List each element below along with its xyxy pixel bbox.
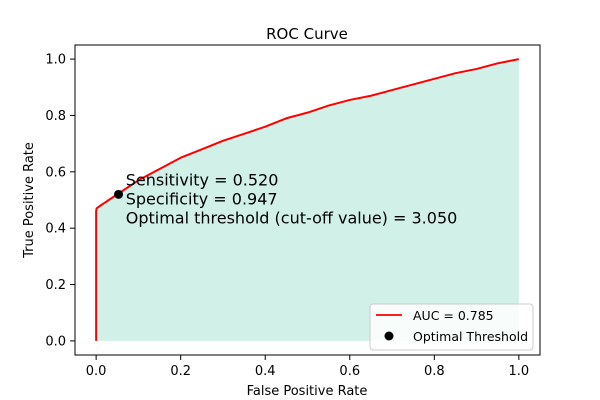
x-tick-label: 0.6 <box>339 364 360 379</box>
optimal-threshold-point <box>114 189 124 199</box>
y-axis-ticks: 0.0 0.2 0.4 0.6 0.8 1.0 <box>45 53 75 349</box>
y-axis-label: True Positive Rate <box>22 142 37 259</box>
threshold-annotation: Optimal threshold (cut-off value) = 3.05… <box>126 208 458 227</box>
x-tick-label: 0.4 <box>255 364 276 379</box>
specificity-annotation: Specificity = 0.947 <box>126 189 278 208</box>
optimal-point-annotation: Sensitivity = 0.520 Specificity = 0.947 … <box>126 170 458 227</box>
y-tick-label: 0.8 <box>45 109 66 124</box>
legend-box <box>369 303 534 351</box>
legend: AUC = 0.785 Optimal Threshold <box>369 303 534 351</box>
x-tick-label: 0.2 <box>170 364 191 379</box>
y-tick-label: 0.4 <box>45 222 66 237</box>
plot-frame <box>74 44 541 356</box>
x-tick-label: 0.8 <box>424 364 445 379</box>
x-axis-ticks: 0.0 0.2 0.4 0.6 0.8 1.0 <box>86 355 529 379</box>
legend-label-auc: AUC = 0.785 <box>413 308 494 323</box>
x-axis-label: False Positive Rate <box>247 384 368 399</box>
roc-area-fill <box>96 59 519 341</box>
y-tick-label: 1.0 <box>45 53 66 68</box>
y-tick-label: 0.2 <box>45 278 66 293</box>
legend-point-swatch <box>384 331 394 341</box>
x-tick-label: 1.0 <box>509 364 530 379</box>
legend-label-optimal: Optimal Threshold <box>413 329 528 344</box>
y-tick-label: 0.6 <box>45 165 66 180</box>
roc-curve-line <box>95 58 520 341</box>
chart-title: ROC Curve <box>266 25 348 43</box>
plot-area <box>95 58 520 341</box>
y-tick-label: 0.0 <box>45 334 66 349</box>
sensitivity-annotation: Sensitivity = 0.520 <box>126 170 279 189</box>
x-tick-label: 0.0 <box>86 364 107 379</box>
